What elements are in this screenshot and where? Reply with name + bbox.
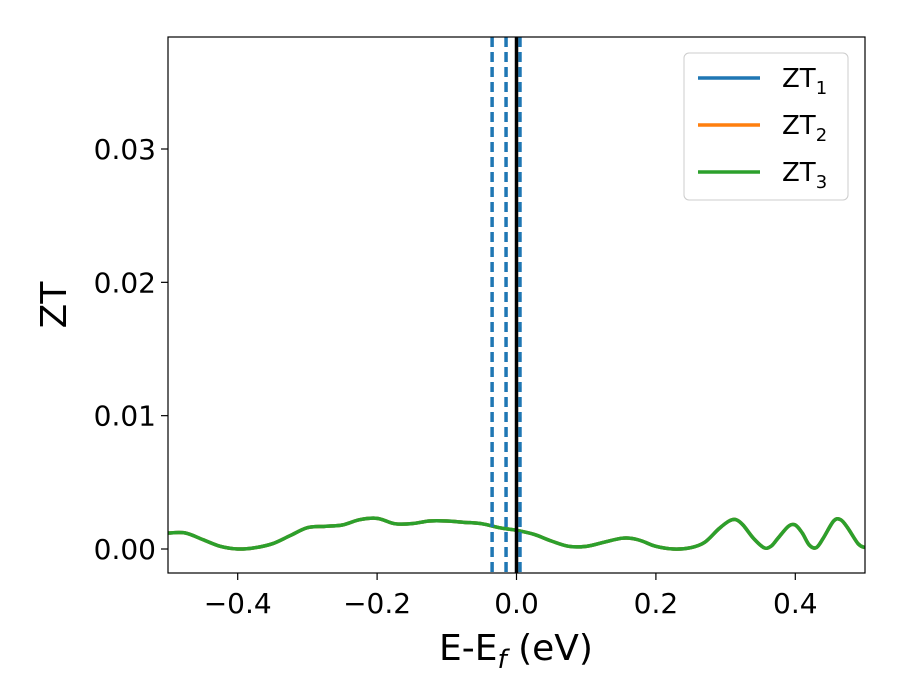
x-tick-label: 0.0 — [494, 587, 539, 620]
y-tick-label: 0.03 — [94, 133, 156, 166]
legend: ZT1 ZT2 ZT3 — [683, 52, 849, 201]
x-axis-label-main: E-E — [439, 628, 497, 669]
legend-label-zt2: ZT2 — [782, 111, 827, 146]
x-tick-label: 0.2 — [634, 587, 679, 620]
y-axis-label: ZT — [34, 281, 75, 329]
y-axis-ticks: 0.00 0.01 0.02 0.03 — [94, 133, 168, 566]
y-tick-label: 0.01 — [94, 400, 156, 433]
x-tick-label: −0.2 — [343, 587, 411, 620]
series-layer — [168, 516, 865, 551]
x-axis-label-unit: (eV) — [507, 628, 593, 669]
y-tick-label: 0.00 — [94, 533, 156, 566]
y-tick-label: 0.02 — [94, 266, 156, 299]
legend-label-zt3: ZT3 — [782, 158, 827, 193]
x-axis-ticks: −0.4 −0.2 0.0 0.2 0.4 — [204, 573, 818, 620]
legend-box — [683, 52, 849, 201]
series-line-zt3 — [168, 516, 865, 551]
x-tick-label: 0.4 — [773, 587, 818, 620]
legend-label-zt1: ZT1 — [782, 64, 827, 99]
x-axis-label: E-Ef (eV) — [439, 628, 593, 675]
x-tick-label: −0.4 — [204, 587, 272, 620]
vertical-line-layer — [490, 37, 522, 573]
